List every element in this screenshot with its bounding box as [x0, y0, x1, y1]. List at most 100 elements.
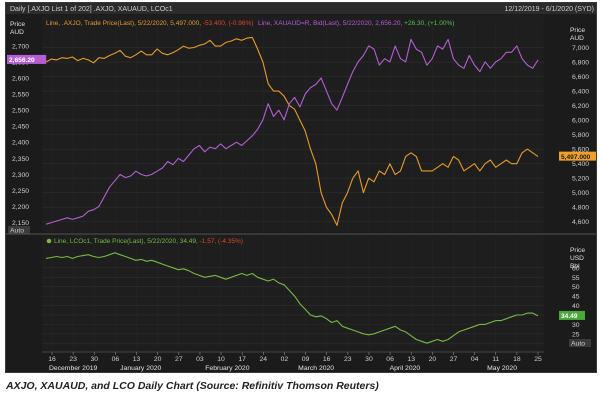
right-axis-tick: 5,800 — [572, 132, 589, 139]
right-axis-tick: 6,000 — [572, 118, 589, 125]
bottom-grid — [42, 239, 544, 349]
x-axis-tick-label: 09 — [302, 356, 310, 363]
series-line-lcoc1 — [45, 252, 539, 344]
top-auto-button[interactable]: Auto — [10, 228, 24, 235]
x-axis-tick-label: 17 — [238, 356, 246, 363]
bottom-series — [45, 252, 539, 344]
right-axis-tick: 55 — [572, 275, 580, 282]
left-axis-tick: 2,600 — [12, 75, 29, 82]
x-axis-month-label: February 2020 — [205, 365, 249, 372]
price-flag-bg — [7, 54, 47, 64]
right-axis-tick: 40 — [572, 303, 580, 310]
x-axis-tick-label: 03 — [196, 356, 204, 363]
series-line-axjo — [45, 36, 539, 226]
right-axis-tick: 5,200 — [572, 176, 589, 183]
x-axis-tick-label: 06 — [112, 356, 120, 363]
x-axis-tick-label: 27 — [175, 356, 183, 363]
bottom-axis-label-unit: Bbl — [570, 263, 580, 270]
left-axis-tick: 2,150 — [12, 220, 29, 227]
right-axis-tick: 30 — [572, 322, 580, 329]
bottom-panel: Line, LCOc1, Trade Price(Last), 5/22/202… — [42, 235, 591, 352]
right-axis-label-currency: AUD — [570, 35, 584, 42]
x-axis-tick-label: 11 — [492, 356, 499, 363]
left-axis-tick: 2,300 — [12, 172, 29, 179]
left-axis-tick: 2,550 — [12, 92, 29, 99]
x-axis-tick-label: 16 — [48, 356, 56, 363]
x-axis-tick-label: 30 — [90, 356, 98, 363]
right-axis-tick: 50 — [572, 284, 580, 291]
x-axis-month-label: May 2020 — [487, 365, 517, 372]
top-auto-button-bg[interactable] — [8, 226, 30, 234]
x-axis-tick-label: 23 — [344, 356, 352, 363]
x-axis-month-label: January 2020 — [120, 365, 161, 372]
left-axis-label-currency: AUD — [10, 29, 24, 36]
x-axis-tick-label: 18 — [513, 356, 521, 363]
x-axis-tick-label: 25 — [534, 356, 542, 363]
legend-lco: Line, LCOc1, Trade Price(Last), 5/22/202… — [54, 238, 243, 245]
legend-xauaud: Line, XAUAUD=R, Bid(Last), 5/22/2020, 2,… — [258, 20, 454, 27]
x-axis-tick-label: 23 — [69, 356, 77, 363]
figure-caption: AXJO, XAUAUD, and LCO Daily Chart (Sourc… — [6, 380, 379, 392]
x-axis-tick-label: 27 — [450, 356, 458, 363]
right-axis-tick: 60 — [572, 265, 580, 272]
chart-canvas: Daily [.AXJO List 1 of 202] .AXJO, XAUAU… — [6, 3, 596, 372]
right-axis-tick: 25 — [572, 331, 580, 338]
right-axis-tick: 5,000 — [572, 190, 589, 197]
x-axis-tick-label: 16 — [323, 356, 331, 363]
series-line-xauaud — [45, 38, 539, 225]
top-plot-area — [42, 15, 544, 232]
bottom-auto-button-bg[interactable] — [569, 339, 591, 347]
x-axis-tick-label: 30 — [365, 356, 373, 363]
top-price-flags: 2,656.20 5,497.000 — [7, 54, 596, 161]
left-axis-label-price: Price — [10, 21, 25, 28]
x-axis-tick-label: 06 — [386, 356, 394, 363]
top-series — [45, 36, 539, 226]
right-axis-tick: 5,600 — [572, 147, 589, 154]
right-axis-tick: 6,800 — [572, 60, 589, 67]
right-axis-label-price: Price — [570, 27, 585, 34]
left-axis-tick: 2,200 — [12, 204, 29, 211]
bottom-auto-button[interactable]: Auto — [571, 341, 585, 348]
right-axis-tick: 4,600 — [572, 219, 589, 226]
left-axis-tick: 2,700 — [12, 43, 29, 50]
bottom-axis-label-currency: USD — [570, 255, 584, 262]
left-axis-tick: 2,450 — [12, 124, 29, 131]
x-axis-month-label: April 2020 — [390, 365, 421, 372]
right-axis-tick: 6,400 — [572, 89, 589, 96]
x-axis-tick-label: 13 — [407, 356, 415, 363]
chart-header-bar — [6, 3, 596, 14]
right-axis-tick: 6,600 — [572, 74, 589, 81]
x-axis-tick-label: 20 — [154, 356, 162, 363]
x-axis-month-label: December 2019 — [49, 365, 98, 372]
left-axis-ticks: 2,7002,6502,6002,5502,5002,4502,4002,350… — [12, 43, 29, 227]
x-axis-tick-label: 20 — [429, 356, 437, 363]
top-grid — [42, 23, 544, 231]
chart-header-left: Daily [.AXJO List 1 of 202] .AXJO, XAUAU… — [10, 6, 173, 13]
bottom-price-flags: 34.49 — [559, 310, 585, 320]
price-flag-bg — [559, 310, 585, 320]
left-axis-tick: 2,250 — [12, 188, 29, 195]
chart-header-right: 12/12/2019 - 6/1/2020 (SYD) — [504, 6, 594, 13]
left-axis-tick: 2,500 — [12, 108, 29, 115]
price-flag: 2,656.20 — [9, 57, 35, 64]
right-axis-tick: 45 — [572, 294, 580, 301]
bottom-axis-label-price: Price — [570, 247, 585, 254]
right-axis-tick: 5,400 — [572, 161, 589, 168]
price-flag: 5,497.000 — [561, 154, 591, 161]
price-flag: 34.49 — [561, 313, 578, 320]
x-axis: 16 23 30 06 13 20 27 03 10 17 24 02 09 16 23 30 06 13 20 27… — [42, 351, 544, 372]
legend-axjo: Line, .AXJO, Trade Price(Last), 5/22/202… — [46, 20, 253, 27]
legend-lco-marker — [46, 238, 52, 244]
top-panel: Line, .AXJO, Trade Price(Last), 5/22/202… — [7, 15, 596, 235]
bottom-axis-ticks: 605550454035302520 — [572, 265, 580, 347]
x-axis-tick-label: 24 — [260, 356, 268, 363]
x-axis-tick-label: 02 — [281, 356, 289, 363]
x-axis-tick-label: 10 — [217, 356, 225, 363]
left-axis-tick: 2,350 — [12, 156, 29, 163]
right-axis-tick: 4,800 — [572, 205, 589, 212]
bottom-plot-area — [42, 235, 544, 352]
x-axis-tick-label: 04 — [471, 356, 479, 363]
right-axis-ticks: 7,000 6,800 6,600 6,400 6,200 6,000 5,800 5,600… — [572, 45, 589, 226]
left-axis-tick: 2,400 — [12, 140, 29, 147]
right-axis-tick: 6,200 — [572, 103, 589, 110]
